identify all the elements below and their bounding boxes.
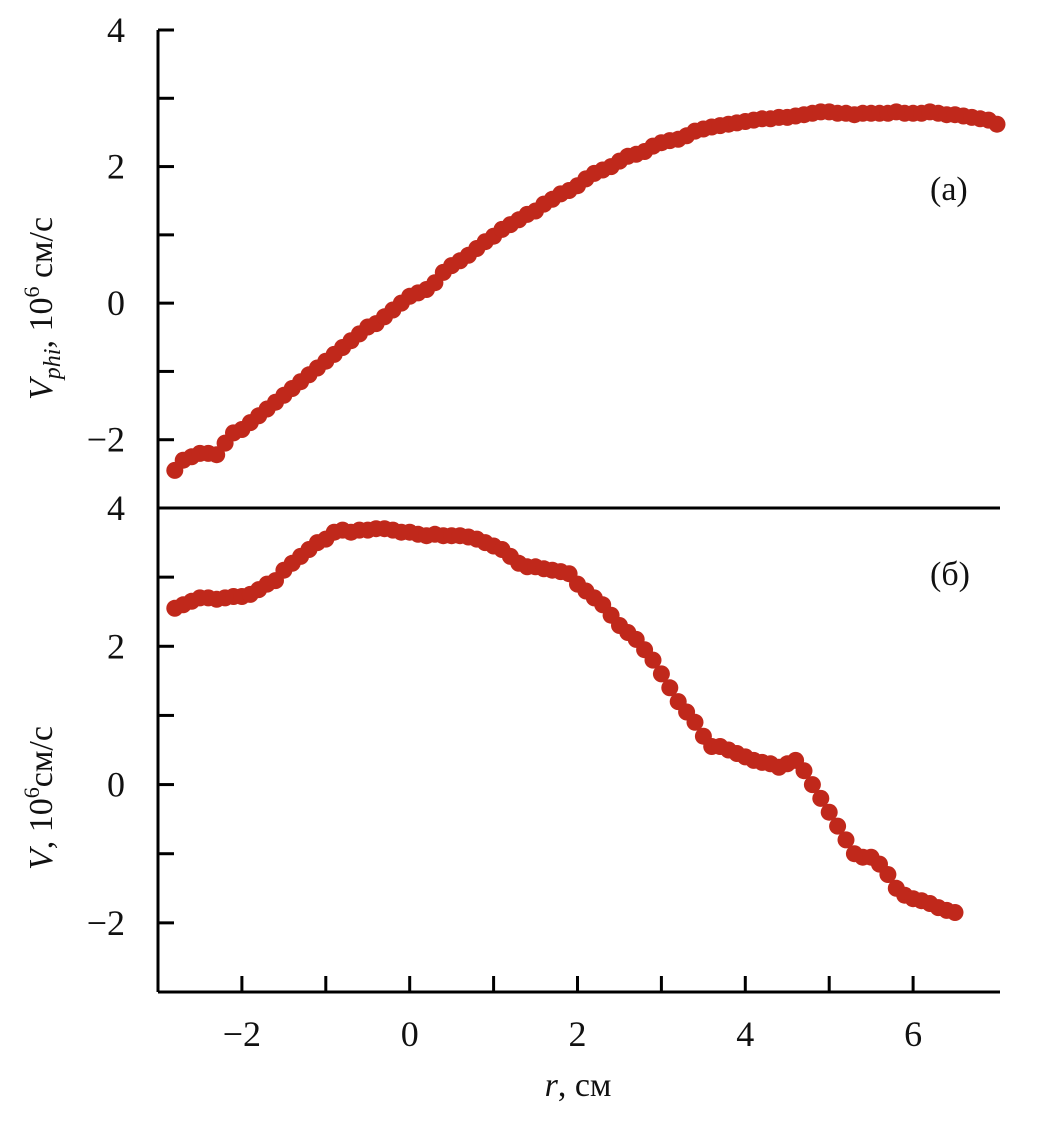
- panel-b-ylabel-pow-exp: 6: [19, 787, 44, 798]
- panel-a-ylabel-pow-base: 10: [23, 298, 60, 332]
- tick-labels: −2 0 2 4 −2 0 2 4 −2 0 2 4 6: [87, 10, 922, 1054]
- ticks: [158, 28, 915, 992]
- panel-b-ytick-label: −2: [87, 903, 125, 943]
- panel-a-label: (а): [930, 171, 968, 208]
- panel-b-data-point: [946, 904, 964, 921]
- panel-a-ylabel-sep: ,: [23, 332, 60, 349]
- panel-b-data-point: [803, 776, 821, 794]
- panel-b-label: (б): [930, 556, 970, 593]
- panel-b-ylabel-pow-base: 10: [23, 798, 60, 832]
- panel-a-ylabel-sub: phi: [40, 349, 66, 382]
- x-axis-title: r, см: [545, 1067, 612, 1104]
- panel-b-data-point: [829, 817, 847, 835]
- panel-a-ytick-label: 0: [107, 283, 125, 323]
- panel-b-ytick-label: 4: [107, 488, 125, 528]
- panel-b-data-point: [795, 762, 813, 780]
- panel-a-ytick-label: 4: [107, 10, 125, 50]
- panel-a-points: [166, 103, 1006, 479]
- xtick-label: 4: [736, 1014, 754, 1054]
- panel-b-data-point: [661, 679, 679, 697]
- panel-b-ytick-label: 0: [107, 765, 125, 805]
- panel-a-ylabel-unit: см/с: [23, 217, 60, 287]
- panel-b-data-point: [837, 831, 855, 849]
- xtick-label: −2: [223, 1014, 261, 1054]
- panel-b-data-point: [812, 789, 830, 807]
- panel-b-data-point: [652, 665, 670, 683]
- panel-b-ylabel-sep: ,: [23, 832, 60, 849]
- panel-b-ylabel: V, 106см/с: [19, 726, 60, 870]
- panel-a-ytick-label: 2: [107, 147, 125, 187]
- panel-b-data-point: [820, 803, 838, 821]
- panel-a-ylabel-pow-exp: 6: [19, 287, 44, 298]
- x-axis-title-var: r: [545, 1067, 559, 1104]
- panel-b-data-point: [879, 866, 897, 883]
- panel-a-data-point: [988, 115, 1006, 133]
- panel-b-data-point: [686, 713, 704, 731]
- xtick-label: 0: [401, 1014, 419, 1054]
- panel-b-ytick-label: 2: [107, 626, 125, 666]
- panel-b-ylabel-unit: см/с: [23, 726, 60, 787]
- panel-a-ytick-label: −2: [87, 420, 125, 460]
- panel-b-points: [166, 520, 964, 921]
- xtick-label: 2: [569, 1014, 587, 1054]
- panel-b-data-point: [644, 651, 662, 669]
- xtick-label: 6: [904, 1014, 922, 1054]
- x-axis-title-unit: , см: [558, 1067, 612, 1104]
- panel-a-ylabel: Vphi, 106 см/с: [19, 217, 66, 400]
